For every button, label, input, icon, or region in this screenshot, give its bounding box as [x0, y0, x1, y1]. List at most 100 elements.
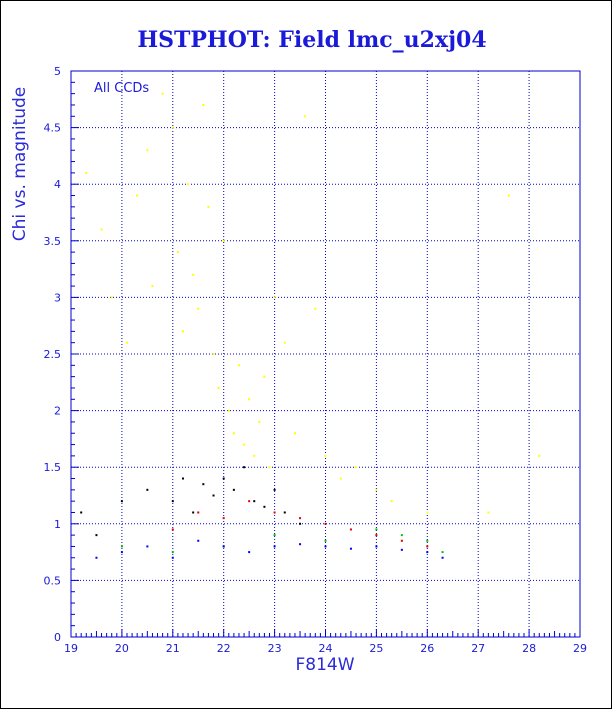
series-yellow	[85, 92, 541, 514]
x-tick-label: 25	[369, 642, 383, 655]
data-point	[120, 551, 123, 554]
tick-labels: 19 20 21 22 23 24 25 26 27 28 29 0 0.5 1 1.5 2 2.5 3 3.5 4 4…	[44, 65, 588, 655]
data-point	[324, 539, 327, 542]
data-point	[263, 505, 266, 508]
data-point	[273, 488, 276, 491]
data-point	[176, 251, 179, 254]
y-tick-label: 1	[54, 518, 61, 531]
data-point	[95, 556, 98, 559]
data-point	[299, 517, 302, 520]
data-point	[324, 522, 327, 525]
data-point	[426, 551, 429, 554]
data-point	[207, 205, 210, 208]
series-black	[80, 466, 302, 537]
data-point	[202, 103, 205, 106]
data-point	[339, 477, 342, 480]
y-tick-label: 1.5	[44, 461, 62, 474]
x-tick-label: 19	[64, 642, 78, 655]
data-point	[171, 528, 174, 531]
data-point	[349, 547, 352, 550]
data-point	[227, 409, 230, 412]
data-point	[85, 171, 88, 174]
data-point	[222, 239, 225, 242]
y-tick-label: 5	[54, 65, 61, 78]
data-point	[120, 545, 123, 548]
data-point	[324, 545, 327, 548]
data-point	[197, 539, 200, 542]
y-tick-label: 3.5	[44, 235, 62, 248]
data-point	[151, 285, 154, 288]
data-point	[248, 551, 251, 554]
data-point	[146, 488, 149, 491]
y-tick-label: 0	[54, 631, 61, 644]
data-point	[232, 488, 235, 491]
data-point	[120, 500, 123, 503]
data-point	[181, 477, 184, 480]
data-point	[125, 341, 128, 344]
data-point	[283, 511, 286, 514]
data-point	[146, 545, 149, 548]
data-point	[100, 228, 103, 231]
data-point	[400, 534, 403, 537]
data-point	[304, 115, 307, 118]
data-point	[253, 454, 256, 457]
data-point	[400, 539, 403, 542]
annotation-all-ccds: All CCDs	[94, 81, 149, 96]
data-point	[273, 534, 276, 537]
x-tick-label: 26	[420, 642, 434, 655]
data-point	[146, 149, 149, 152]
data-point	[222, 545, 225, 548]
axes	[70, 70, 581, 638]
data-point	[110, 296, 113, 299]
data-point	[355, 466, 358, 469]
data-point	[181, 330, 184, 333]
data-point	[426, 539, 429, 542]
data-point	[187, 183, 190, 186]
data-point	[273, 296, 276, 299]
data-point	[299, 543, 302, 546]
data-point	[507, 194, 510, 197]
data-point	[197, 511, 200, 514]
data-point	[217, 386, 220, 389]
series-red	[171, 500, 429, 548]
data-point	[487, 511, 490, 514]
data-point	[400, 548, 403, 551]
data-point	[273, 511, 276, 514]
data-point	[222, 517, 225, 520]
data-point	[375, 528, 378, 531]
data-point	[426, 511, 429, 514]
x-tick-label: 28	[522, 642, 536, 655]
data-point	[248, 500, 251, 503]
data-point	[258, 420, 261, 423]
x-tick-label: 22	[217, 642, 231, 655]
data-point	[268, 466, 271, 469]
series-blue	[95, 539, 444, 559]
data-point	[171, 551, 174, 554]
data-point	[95, 534, 98, 537]
data-point	[324, 454, 327, 457]
data-point	[293, 432, 296, 435]
data-point	[426, 545, 429, 548]
data-point	[441, 551, 444, 554]
data-point	[192, 511, 195, 514]
data-point	[202, 483, 205, 486]
data-point	[283, 341, 286, 344]
chart-title: HSTPHOT: Field lmc_u2xj04	[137, 27, 486, 53]
y-axis-label: Chi vs. magnitude	[10, 87, 30, 241]
data-point	[263, 375, 266, 378]
data-point	[314, 307, 317, 310]
data-point	[243, 466, 246, 469]
data-point	[171, 500, 174, 503]
data-point	[232, 432, 235, 435]
y-tick-label: 4.5	[44, 122, 62, 135]
data-point	[390, 500, 393, 503]
data-point	[197, 307, 200, 310]
data-point	[192, 273, 195, 276]
x-tick-label: 23	[268, 642, 282, 655]
data-point	[171, 126, 174, 129]
data-point	[441, 556, 444, 559]
data-point	[248, 398, 251, 401]
data-point	[161, 92, 164, 95]
data-point	[136, 194, 139, 197]
